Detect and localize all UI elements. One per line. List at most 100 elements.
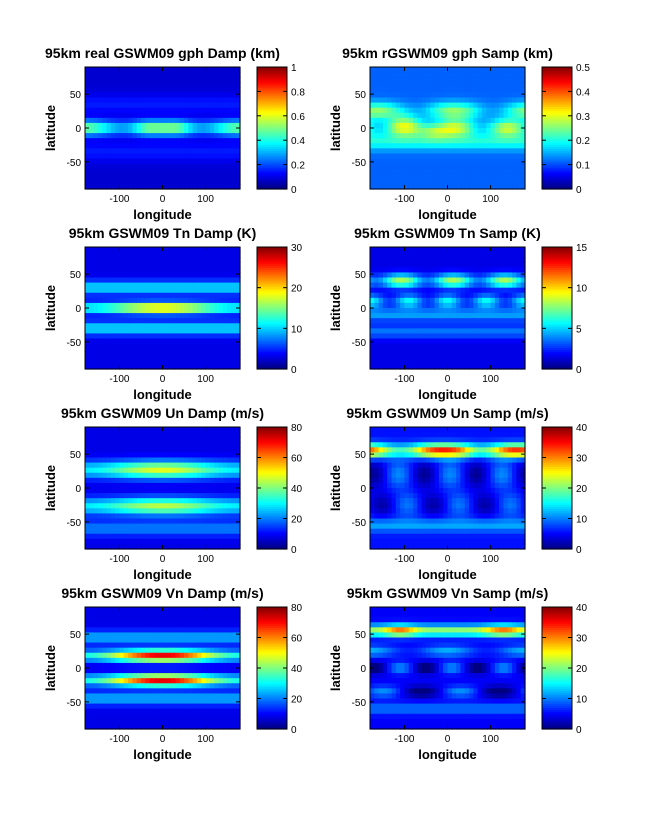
heatmap-cell	[391, 292, 397, 299]
heatmap-cell	[128, 153, 133, 160]
heatmap-cell	[447, 87, 453, 94]
heatmap-cell	[413, 143, 418, 149]
heatmap-cell	[162, 67, 168, 73]
heatmap-cell	[473, 138, 479, 144]
heatmap-cell	[417, 302, 423, 309]
heatmap-cell	[512, 247, 517, 253]
heatmap-cell	[132, 247, 138, 253]
heatmap-cell	[205, 158, 211, 165]
heatmap-cell	[222, 528, 228, 535]
heatmap-cell	[115, 67, 121, 73]
heatmap-cell	[490, 183, 496, 190]
heatmap-cell	[447, 287, 453, 294]
heatmap-cell	[235, 153, 241, 160]
heatmap-cell	[110, 328, 116, 335]
heatmap-cell	[486, 318, 492, 324]
heatmap-cell	[119, 513, 125, 520]
heatmap-cell	[132, 277, 138, 284]
heatmap-cell	[374, 87, 380, 94]
heatmap-cell	[370, 153, 375, 160]
heatmap-cell	[201, 97, 207, 104]
heatmap-cell	[106, 518, 112, 525]
heatmap-cell	[119, 302, 125, 309]
heatmap-cell	[434, 122, 440, 129]
heatmap-cell	[89, 67, 95, 73]
heatmap-cell	[209, 363, 215, 370]
heatmap-cell	[106, 493, 112, 499]
heatmap-cell	[499, 333, 505, 340]
heatmap-cell	[158, 353, 164, 360]
heatmap-cell	[140, 533, 146, 540]
heatmap-cell	[421, 277, 427, 284]
heatmap-cell	[387, 148, 393, 155]
heatmap-cell	[184, 292, 189, 299]
heatmap-cell	[153, 267, 159, 274]
heatmap-cell	[184, 148, 189, 155]
heatmap-cell	[201, 277, 207, 284]
heatmap-cell	[382, 133, 388, 139]
heatmap-cell	[162, 168, 168, 175]
heatmap-cell	[201, 313, 207, 319]
heatmap-cell	[171, 498, 177, 504]
heatmap-cell	[370, 343, 375, 350]
heatmap-cell	[171, 348, 177, 355]
heatmap-cell	[447, 302, 453, 309]
heatmap-cell	[201, 247, 207, 253]
heatmap-cell	[214, 252, 220, 258]
heatmap-cell	[89, 467, 95, 474]
heatmap-cell	[408, 252, 414, 258]
heatmap-cell	[196, 153, 202, 160]
heatmap-cell	[153, 302, 159, 309]
heatmap-cell	[378, 328, 384, 335]
heatmap-cell	[149, 523, 155, 530]
colorbar-swatch	[542, 74, 572, 78]
heatmap-cell	[85, 508, 90, 515]
heatmap-cell	[417, 323, 423, 329]
heatmap-cell	[175, 313, 181, 319]
heatmap-cell	[158, 313, 164, 319]
heatmap-cell	[451, 328, 457, 335]
heatmap-cell	[145, 528, 151, 535]
heatmap-cell	[413, 168, 418, 175]
heatmap-cell	[404, 297, 410, 304]
heatmap-cell	[222, 333, 228, 340]
heatmap-cell	[391, 262, 397, 268]
heatmap-cell	[162, 313, 168, 319]
heatmap-cell	[89, 92, 95, 99]
heatmap-cell	[85, 67, 90, 73]
heatmap-cell	[175, 533, 181, 540]
heatmap-cell	[166, 437, 172, 443]
heatmap-cell	[132, 92, 138, 99]
heatmap-cell	[235, 477, 241, 484]
heatmap-cell	[85, 257, 90, 263]
heatmap-cell	[188, 437, 194, 443]
colorbar-swatch	[542, 267, 572, 271]
heatmap-cell	[473, 318, 479, 324]
heatmap-cell	[443, 173, 449, 180]
heatmap-cell	[128, 467, 133, 474]
heatmap-cell	[378, 308, 384, 314]
heatmap-cell	[400, 178, 406, 185]
heatmap-cell	[382, 472, 388, 479]
heatmap-cell	[382, 523, 388, 530]
heatmap-cell	[425, 178, 431, 185]
heatmap-cell	[89, 432, 95, 438]
heatmap-cell	[89, 107, 95, 114]
colorbar-swatch	[542, 256, 572, 260]
heatmap-cell	[115, 538, 121, 545]
heatmap-cell	[106, 488, 112, 494]
heatmap-cell	[434, 158, 440, 165]
heatmap-cell	[140, 183, 146, 190]
heatmap-cell	[188, 117, 194, 124]
heatmap-cell	[438, 313, 444, 319]
heatmap-cell	[188, 183, 194, 190]
heatmap-cell	[188, 328, 194, 335]
heatmap-cell	[97, 498, 103, 504]
heatmap-cell	[460, 262, 466, 268]
heatmap-cell	[387, 427, 393, 433]
colorbar-tick-label: 15	[576, 243, 588, 254]
heatmap-cell	[443, 143, 449, 149]
heatmap-cell	[370, 498, 375, 504]
heatmap-cell	[214, 257, 220, 263]
heatmap-cell	[408, 282, 414, 289]
